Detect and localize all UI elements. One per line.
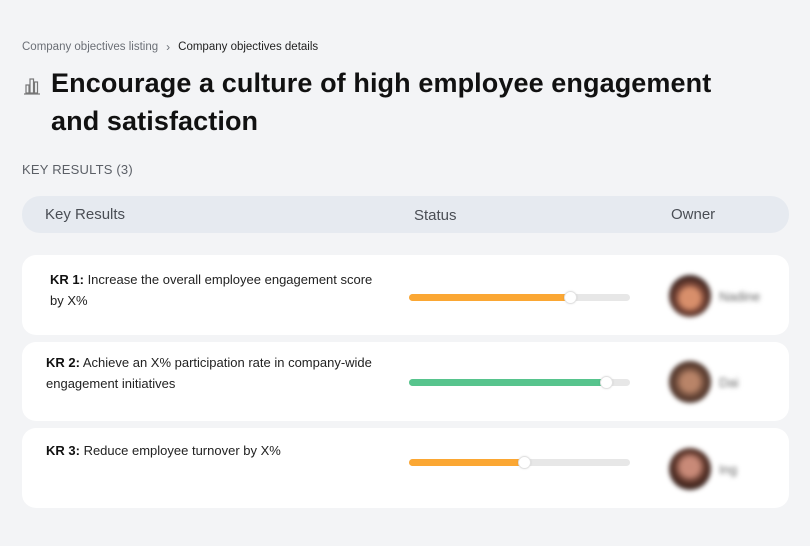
progress-fill [409, 459, 524, 466]
key-result-prefix: KR 3: [46, 443, 80, 458]
progress-handle[interactable] [517, 456, 531, 469]
progress-fill [409, 379, 606, 386]
table-header: Key Results Status Owner [22, 196, 789, 233]
status-progress-bar [409, 456, 630, 469]
key-result-description: Reduce employee turnover by X% [79, 443, 281, 458]
status-progress-bar [409, 291, 630, 304]
key-result-text: KR 1: Increase the overall employee enga… [50, 269, 380, 311]
owner-name: Dai [719, 374, 739, 390]
building-chart-icon [24, 78, 40, 95]
key-result-text: KR 3: Reduce employee turnover by X% [46, 440, 386, 461]
owner-name: Nadine [719, 288, 761, 304]
breadcrumb-current: Company objectives details [178, 41, 319, 53]
owner[interactable]: Nadine [669, 275, 760, 317]
key-result-prefix: KR 1: [50, 272, 84, 287]
chevron-right-icon: › [166, 40, 171, 54]
key-result-text: KR 2: Achieve an X% participation rate i… [46, 352, 386, 394]
page-title: Encourage a culture of high employee eng… [51, 68, 712, 136]
owner[interactable]: Dai [669, 361, 739, 403]
progress-handle[interactable] [599, 376, 613, 389]
owner-name: Ing [719, 461, 738, 477]
column-header-key-results: Key Results [45, 206, 126, 223]
column-header-status: Status [414, 207, 457, 224]
page-header: Encourage a culture of high employee eng… [22, 64, 742, 140]
breadcrumb: Company objectives listing › Company obj… [22, 40, 318, 54]
key-result-description: Increase the overall employee engagement… [50, 272, 373, 308]
key-results-count-label: KEY RESULTS (3) [22, 162, 133, 177]
avatar [669, 361, 711, 403]
avatar [669, 275, 711, 317]
key-result-row[interactable]: KR 3: Reduce employee turnover by X% Ing [22, 428, 789, 508]
progress-fill [409, 294, 571, 301]
column-header-owner: Owner [671, 206, 716, 223]
key-result-row[interactable]: KR 2: Achieve an X% participation rate i… [22, 342, 789, 421]
owner[interactable]: Ing [669, 448, 737, 490]
breadcrumb-link-objectives-listing[interactable]: Company objectives listing [22, 41, 159, 53]
avatar [669, 448, 711, 490]
key-result-description: Achieve an X% participation rate in comp… [46, 355, 372, 391]
status-progress-bar [409, 376, 630, 389]
key-result-prefix: KR 2: [46, 355, 80, 370]
progress-handle[interactable] [564, 291, 578, 304]
key-result-row[interactable]: KR 1: Increase the overall employee enga… [22, 255, 789, 335]
